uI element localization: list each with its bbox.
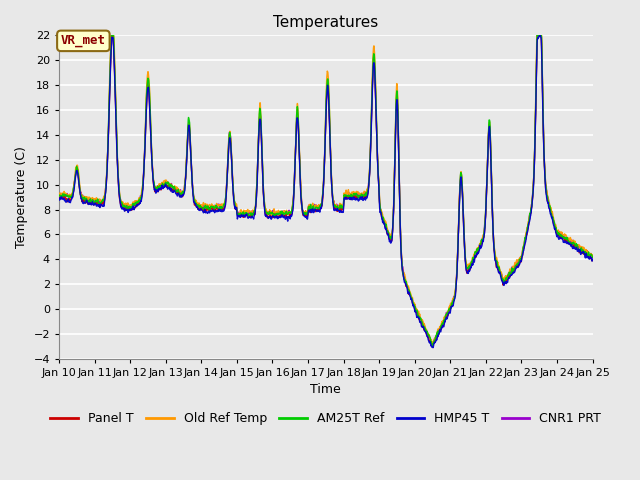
X-axis label: Time: Time bbox=[310, 384, 341, 396]
Text: VR_met: VR_met bbox=[61, 35, 106, 48]
Y-axis label: Temperature (C): Temperature (C) bbox=[15, 146, 28, 248]
Title: Temperatures: Temperatures bbox=[273, 15, 378, 30]
Legend: Panel T, Old Ref Temp, AM25T Ref, HMP45 T, CNR1 PRT: Panel T, Old Ref Temp, AM25T Ref, HMP45 … bbox=[45, 407, 606, 430]
